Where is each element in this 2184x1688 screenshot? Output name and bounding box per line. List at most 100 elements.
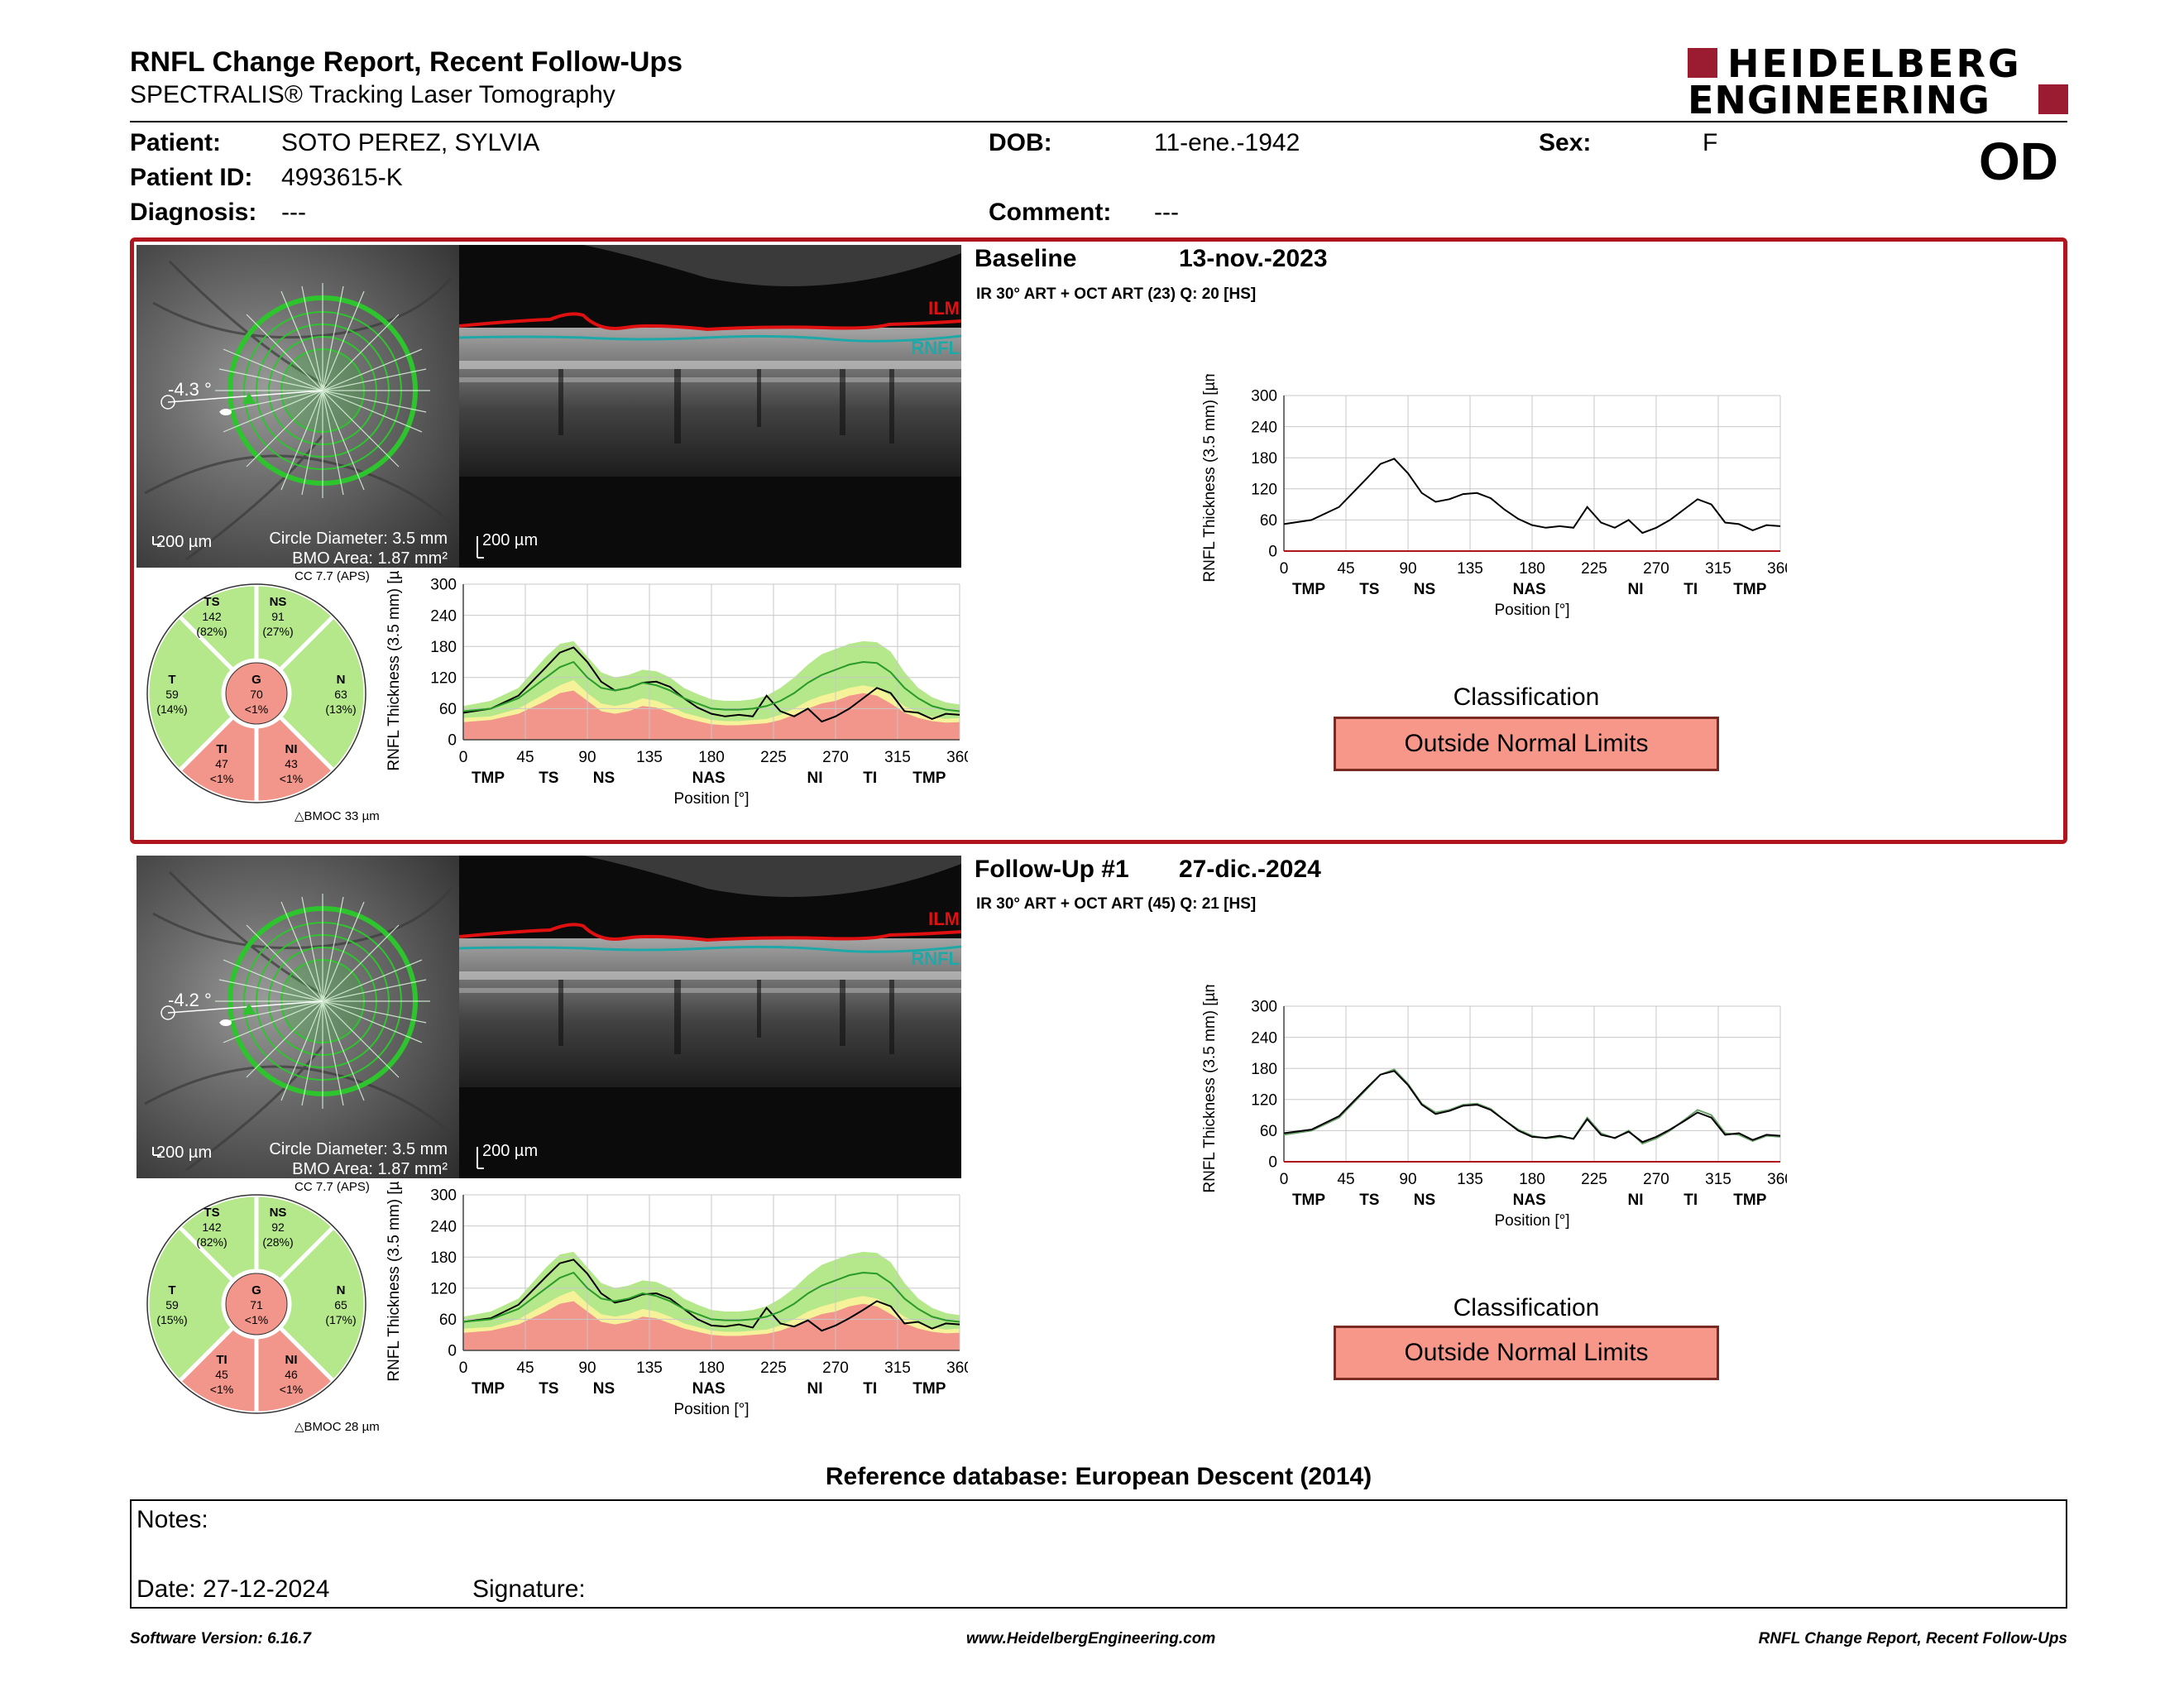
sector-label-ni: NI <box>285 742 298 756</box>
sector-value-ts: 142 <box>202 1220 222 1234</box>
baseline-circle-diameter: Circle Diameter: 3.5 mm <box>269 530 448 548</box>
sector-axis-label: NAS <box>1513 581 1546 598</box>
sector-label-g: G <box>251 673 261 687</box>
y-tick-label: 240 <box>430 1218 457 1235</box>
sector-value-ti: 45 <box>215 1368 228 1381</box>
x-tick-label: 90 <box>578 1360 596 1377</box>
sector-axis-label: NAS <box>1513 1192 1546 1209</box>
sector-g <box>225 662 288 725</box>
followup-fundus-image: -4.2 ° 200 µm Circle Diameter: 3.5 mm BM… <box>136 856 459 1178</box>
x-tick-label: 225 <box>1581 1171 1607 1188</box>
y-tick-label: 180 <box>1251 1061 1277 1078</box>
sector-value-n: 63 <box>334 688 347 701</box>
x-axis-label: Position [°] <box>673 1401 749 1418</box>
x-tick-label: 90 <box>1399 1171 1416 1188</box>
sector-pct-ns: (27%) <box>262 625 293 638</box>
y-tick-label: 120 <box>430 669 457 687</box>
sector-value-g: 70 <box>250 688 263 701</box>
baseline-visit-date: 13-nov.-2023 <box>1179 245 1328 272</box>
y-axis-label: RNFL Thickness (3.5 mm) [µm] <box>1201 374 1219 583</box>
x-tick-label: 225 <box>1581 560 1607 578</box>
x-tick-label: 315 <box>884 749 911 766</box>
sector-value-ti: 47 <box>215 757 228 770</box>
sector-axis-label: NS <box>1414 581 1435 598</box>
y-tick-label: 120 <box>1251 1091 1277 1109</box>
followup-classification-result: Outside Normal Limits <box>1334 1326 1719 1380</box>
y-tick-label: 240 <box>1251 419 1277 436</box>
x-tick-label: 180 <box>1519 1171 1545 1188</box>
sector-pct-ti: <1% <box>210 1383 233 1396</box>
report-title: RNFL Change Report, Recent Follow-Ups <box>130 46 683 78</box>
sector-pct-n: (17%) <box>325 1313 356 1326</box>
series-measured <box>1283 1070 1781 1144</box>
followup-fundus-scale: 200 µm <box>156 1144 213 1162</box>
x-tick-label: 45 <box>1337 1171 1354 1188</box>
followup-acquisition: IR 30° ART + OCT ART (45) Q: 21 [HS] <box>976 895 1257 913</box>
baseline-fundus-image: -4.3 ° 200 µm Circle Diameter: 3.5 mm BM… <box>136 245 459 568</box>
sector-label-n: N <box>337 1283 346 1297</box>
sector-pct-ns: (28%) <box>262 1235 293 1249</box>
sector-axis-label: NS <box>1414 1192 1435 1209</box>
y-tick-label: 180 <box>430 1249 457 1267</box>
website-link[interactable]: www.HeidelbergEngineering.com <box>966 1630 1216 1647</box>
sector-axis-label: NS <box>593 1380 615 1398</box>
y-tick-label: 240 <box>430 607 457 625</box>
followup-fundus-overlay <box>144 870 457 1172</box>
series-normative_mean <box>462 1271 960 1323</box>
sector-label-ts: TS <box>204 1206 219 1220</box>
sector-axis-label: NAS <box>692 1380 726 1398</box>
x-tick-label: 180 <box>698 1360 725 1377</box>
x-tick-label: 225 <box>760 749 787 766</box>
y-tick-label: 60 <box>1260 1123 1277 1140</box>
sector-axis-label: NI <box>1628 1192 1644 1209</box>
x-tick-label: 135 <box>1457 1171 1483 1188</box>
y-tick-label: 0 <box>1268 1154 1277 1172</box>
date-label: Date: 27-12-2024 <box>136 1575 330 1603</box>
sector-axis-label: TI <box>863 770 877 787</box>
x-tick-label: 270 <box>822 1360 849 1377</box>
series-normative_mean <box>462 660 960 712</box>
sector-value-ts: 142 <box>202 610 222 623</box>
followup-circle-diameter: Circle Diameter: 3.5 mm <box>269 1140 448 1158</box>
x-tick-label: 270 <box>822 749 849 766</box>
baseline-oct-drawing <box>459 245 961 559</box>
sector-axis-label: TI <box>1684 581 1698 598</box>
comment-label: Comment: <box>989 199 1112 226</box>
sector-label-ti: TI <box>216 742 227 756</box>
followup-bmoc: △BMOC 28 µm <box>295 1419 380 1434</box>
x-tick-label: 360 <box>946 749 968 766</box>
triangle-icon: △ <box>295 1420 304 1434</box>
x-tick-label: 360 <box>946 1360 968 1377</box>
sector-pct-ni: <1% <box>280 1383 303 1396</box>
sector-axis-label: TMP <box>472 1380 505 1398</box>
y-tick-label: 300 <box>430 577 457 594</box>
sector-value-t: 59 <box>165 1298 179 1312</box>
sector-label-ts: TS <box>204 595 219 609</box>
x-tick-label: 360 <box>1767 560 1787 578</box>
sector-axis-label: TMP <box>912 770 946 787</box>
baseline-angle: -4.3 ° <box>168 379 212 400</box>
x-tick-label: 315 <box>884 1360 911 1377</box>
followup-oct-drawing <box>459 856 961 1169</box>
sector-axis-label: TS <box>1359 1192 1379 1209</box>
eye-indicator: OD <box>1979 132 2058 191</box>
y-tick-label: 180 <box>1251 450 1277 468</box>
baseline-change-chart: 0 45 90 135 180 225 270 315 360 0 60 120 180 240 300 TM… <box>1201 374 1787 619</box>
footer-report-name: RNFL Change Report, Recent Follow-Ups <box>1758 1630 2067 1647</box>
sector-axis-label: TMP <box>1292 581 1325 598</box>
x-axis-label: Position [°] <box>1494 1212 1569 1230</box>
sector-pct-ni: <1% <box>280 772 303 785</box>
sector-pct-ts: (82%) <box>196 1235 227 1249</box>
sector-axis-label: TMP <box>1733 1192 1766 1209</box>
sex-label: Sex: <box>1539 129 1592 156</box>
sector-label-g: G <box>251 1283 261 1297</box>
followup-classification-label: Classification <box>1453 1294 1600 1321</box>
y-tick-label: 0 <box>448 732 457 750</box>
followup-visit-date: 27-dic.-2024 <box>1179 856 1321 883</box>
notes-box[interactable]: Notes: Date: 27-12-2024 Signature: <box>130 1499 2067 1609</box>
sector-axis-label: TMP <box>1292 1192 1325 1209</box>
sector-pct-ts: (82%) <box>196 625 227 638</box>
baseline-classification-label: Classification <box>1453 683 1600 711</box>
notes-label: Notes: <box>136 1506 208 1533</box>
